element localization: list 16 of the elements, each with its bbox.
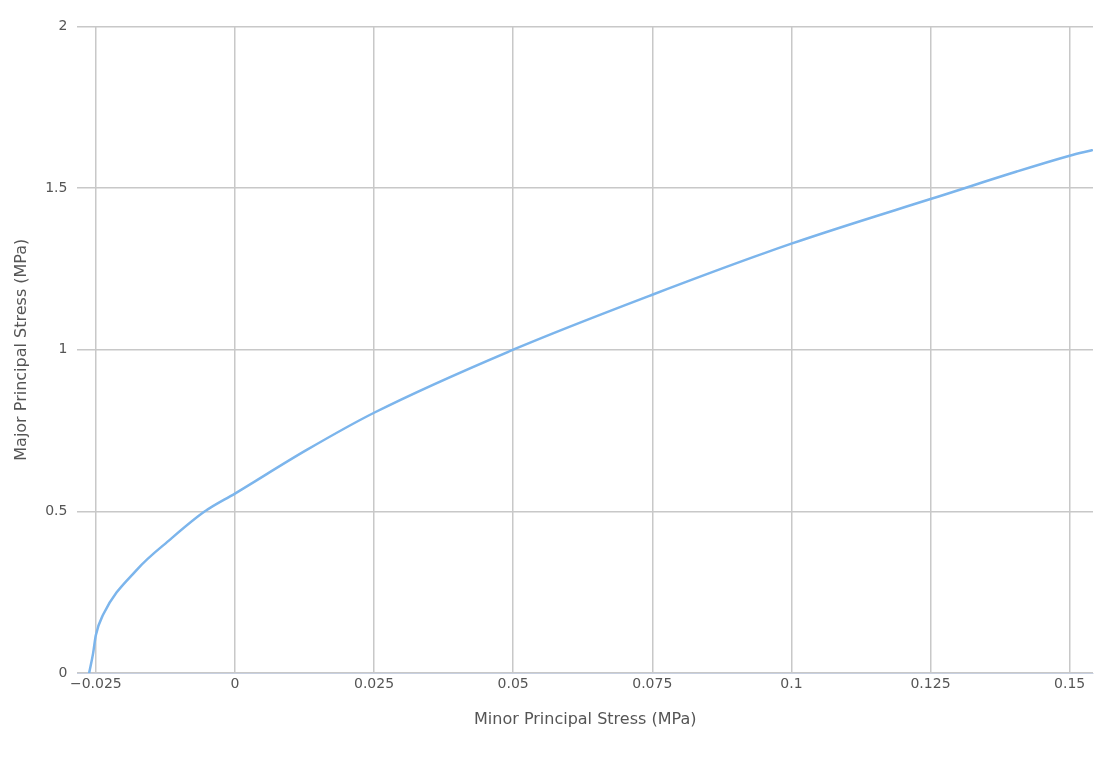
x-tick-label: 0.075 — [632, 675, 673, 692]
x-tick-label: 0.15 — [1054, 675, 1086, 692]
x-tick-label: 0 — [230, 675, 240, 692]
x-tick-label: 0.1 — [780, 675, 803, 692]
y-tick-label: 0 — [58, 663, 68, 680]
y-tick-label: 1.5 — [45, 178, 68, 195]
x-axis-title: Minor Principal Stress (MPa) — [474, 708, 697, 728]
y-tick-label: 1 — [58, 340, 68, 357]
line-series — [87, 148, 1093, 673]
y-tick-label: 0.5 — [45, 501, 68, 518]
y-tick-label: 2 — [58, 17, 68, 34]
y-axis-title: Major Principal Stress (MPa) — [10, 238, 30, 461]
x-tick-label: 0.025 — [354, 675, 395, 692]
x-tick-label: 0.05 — [497, 675, 529, 692]
x-tick-label: −0.025 — [69, 675, 122, 692]
x-tick-label: 0.125 — [910, 675, 951, 692]
